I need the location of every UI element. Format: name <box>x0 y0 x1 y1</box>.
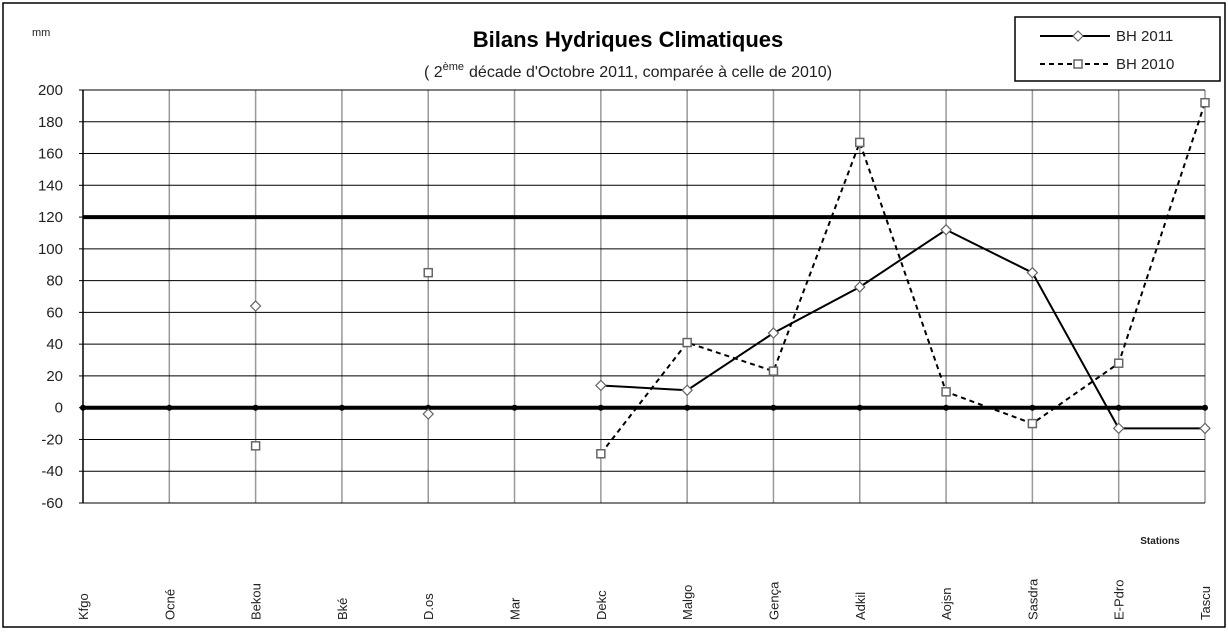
series-line <box>600 228 1205 430</box>
point-marker <box>681 384 694 397</box>
point-marker <box>423 267 433 278</box>
x-tick-label: Kfgo <box>76 593 91 620</box>
legend-box <box>1014 16 1221 82</box>
x-tick-label: Tascu <box>1198 586 1213 620</box>
point-marker <box>1199 422 1211 435</box>
y-tick-label: -40 <box>41 463 63 480</box>
y-tick-label: 20 <box>46 368 63 385</box>
x-tick-label: Adkil <box>853 592 868 620</box>
point-marker <box>1073 59 1083 69</box>
y-tick-label: 120 <box>38 209 63 226</box>
subtitle-part: décade d'Octobre 2011, comparée à celle … <box>469 64 832 81</box>
y-tick-label: -60 <box>41 495 63 512</box>
chart-title: Bilans Hydriques Climatiques <box>473 27 784 52</box>
baseline-dot <box>338 404 345 411</box>
point-marker <box>940 223 952 236</box>
baseline-dot <box>425 404 432 411</box>
x-tick-label: Malgo <box>680 585 695 620</box>
baseline-dot <box>770 404 777 411</box>
subtitle-superscript: ème <box>443 61 464 73</box>
x-tick-label: Bekou <box>249 583 264 620</box>
y-tick-label: 140 <box>38 177 63 194</box>
x-axis-label: Stations <box>1140 536 1180 547</box>
x-tick-label: Aojsn <box>939 587 954 620</box>
x-tick-label: Sasdra <box>1025 578 1040 620</box>
point-marker <box>594 379 607 392</box>
point-marker <box>1113 358 1124 368</box>
subtitle-part: ( 2 <box>424 64 443 81</box>
x-tick-label: Gença <box>766 581 781 620</box>
chart-subtitle: ( 2ème décade d'Octobre 2011, comparée à … <box>424 61 832 81</box>
baseline-dot <box>1115 404 1122 411</box>
y-tick-label: 60 <box>46 304 63 321</box>
point-marker <box>682 337 692 348</box>
point-marker <box>1026 266 1039 279</box>
y-axis-label: mm <box>32 27 50 39</box>
baseline-dot <box>943 404 950 411</box>
point-marker <box>250 441 261 451</box>
baseline-dot <box>166 404 173 411</box>
point-marker <box>1200 97 1210 108</box>
baseline-dot <box>597 404 604 411</box>
point-marker <box>853 281 866 293</box>
y-tick-label: -20 <box>41 431 63 448</box>
baseline-dot <box>252 404 259 411</box>
x-tick-label: E-Pdro <box>1112 580 1127 620</box>
point-marker <box>1027 418 1038 429</box>
baseline-dot <box>80 404 86 411</box>
x-tick-label: Ocné <box>162 589 177 620</box>
x-tick-label: Dekc <box>594 590 609 620</box>
point-marker <box>422 408 435 420</box>
point-marker <box>1112 422 1125 435</box>
point-marker <box>941 387 951 397</box>
x-tick-label: D.os <box>421 593 436 620</box>
point-marker <box>767 327 780 339</box>
y-tick-label: 80 <box>46 273 63 290</box>
y-tick-label: 200 <box>38 82 63 99</box>
y-tick-label: 40 <box>46 336 63 353</box>
y-tick-label: 180 <box>38 114 63 131</box>
baseline-dot <box>1202 404 1208 411</box>
point-marker <box>596 449 606 459</box>
point-marker <box>855 137 865 148</box>
point-marker <box>1072 30 1084 42</box>
baseline-dot <box>511 404 518 411</box>
y-tick-label: 160 <box>38 146 63 163</box>
x-tick-label: Mar <box>508 597 523 620</box>
y-tick-label: 0 <box>55 400 63 417</box>
y-tick-label: 100 <box>38 241 63 258</box>
point-marker <box>249 300 262 312</box>
baseline-dot <box>684 404 691 411</box>
baseline-dot <box>856 404 863 411</box>
legend-label: BH 2010 <box>1116 56 1174 73</box>
legend-label: BH 2011 <box>1116 28 1173 45</box>
point-marker <box>768 366 779 376</box>
baseline-dot <box>1029 404 1036 411</box>
series-line <box>600 102 1206 455</box>
x-tick-label: Bké <box>335 598 350 620</box>
